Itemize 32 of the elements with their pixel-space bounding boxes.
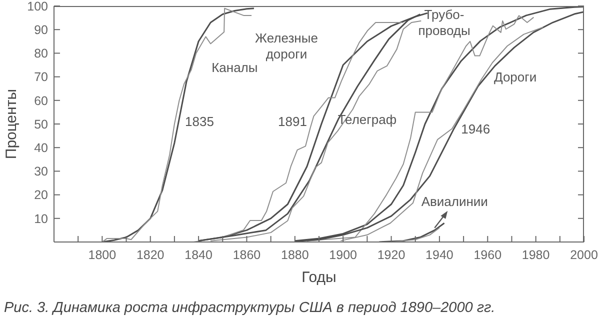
y-tick-label: 20 (34, 188, 48, 202)
y-tick-label: 80 (34, 46, 48, 61)
x-tick-label: 1820 (136, 248, 164, 262)
x-tick-label: 1940 (426, 248, 454, 262)
y-tick-label: 70 (34, 70, 48, 84)
x-tick-label: 2000 (570, 248, 598, 262)
annotation: 1835 (185, 114, 214, 130)
x-tick-label: 1840 (184, 248, 212, 262)
annotation: Каналы (212, 60, 258, 75)
y-tick-label: 90 (34, 22, 48, 37)
y-axis-title: Проценты (3, 88, 20, 160)
y-tick-label: 10 (34, 212, 48, 226)
y-tick-label: 50 (34, 117, 48, 132)
x-axis-title: Годы (302, 269, 336, 286)
y-tick-label: 100 (27, 0, 48, 14)
annotation: Железные дороги (255, 30, 318, 62)
annotation: 1946 (461, 121, 490, 136)
x-tick-label: 1920 (377, 248, 406, 262)
x-tick-label: 1900 (329, 248, 358, 262)
annotation: Трубо- проводы (418, 7, 470, 38)
y-tick-label: 40 (34, 140, 48, 155)
x-tick-label: 1980 (522, 248, 550, 262)
x-tick-label: 1860 (232, 248, 261, 262)
annotation: Дороги (494, 69, 537, 84)
text: Рис. 3. Динамика роста инфраструктуры США в период 1890–2000 гг. (4, 300, 496, 316)
x-tick-label: 1880 (281, 248, 309, 262)
annotation: 1891 (278, 114, 307, 130)
y-tick-label: 60 (34, 94, 48, 108)
y-tick-label: 30 (34, 164, 48, 179)
x-tick-label: 1960 (474, 248, 502, 262)
annotation: Авиалинии (421, 194, 488, 209)
x-tick-label: 1800 (88, 248, 116, 262)
